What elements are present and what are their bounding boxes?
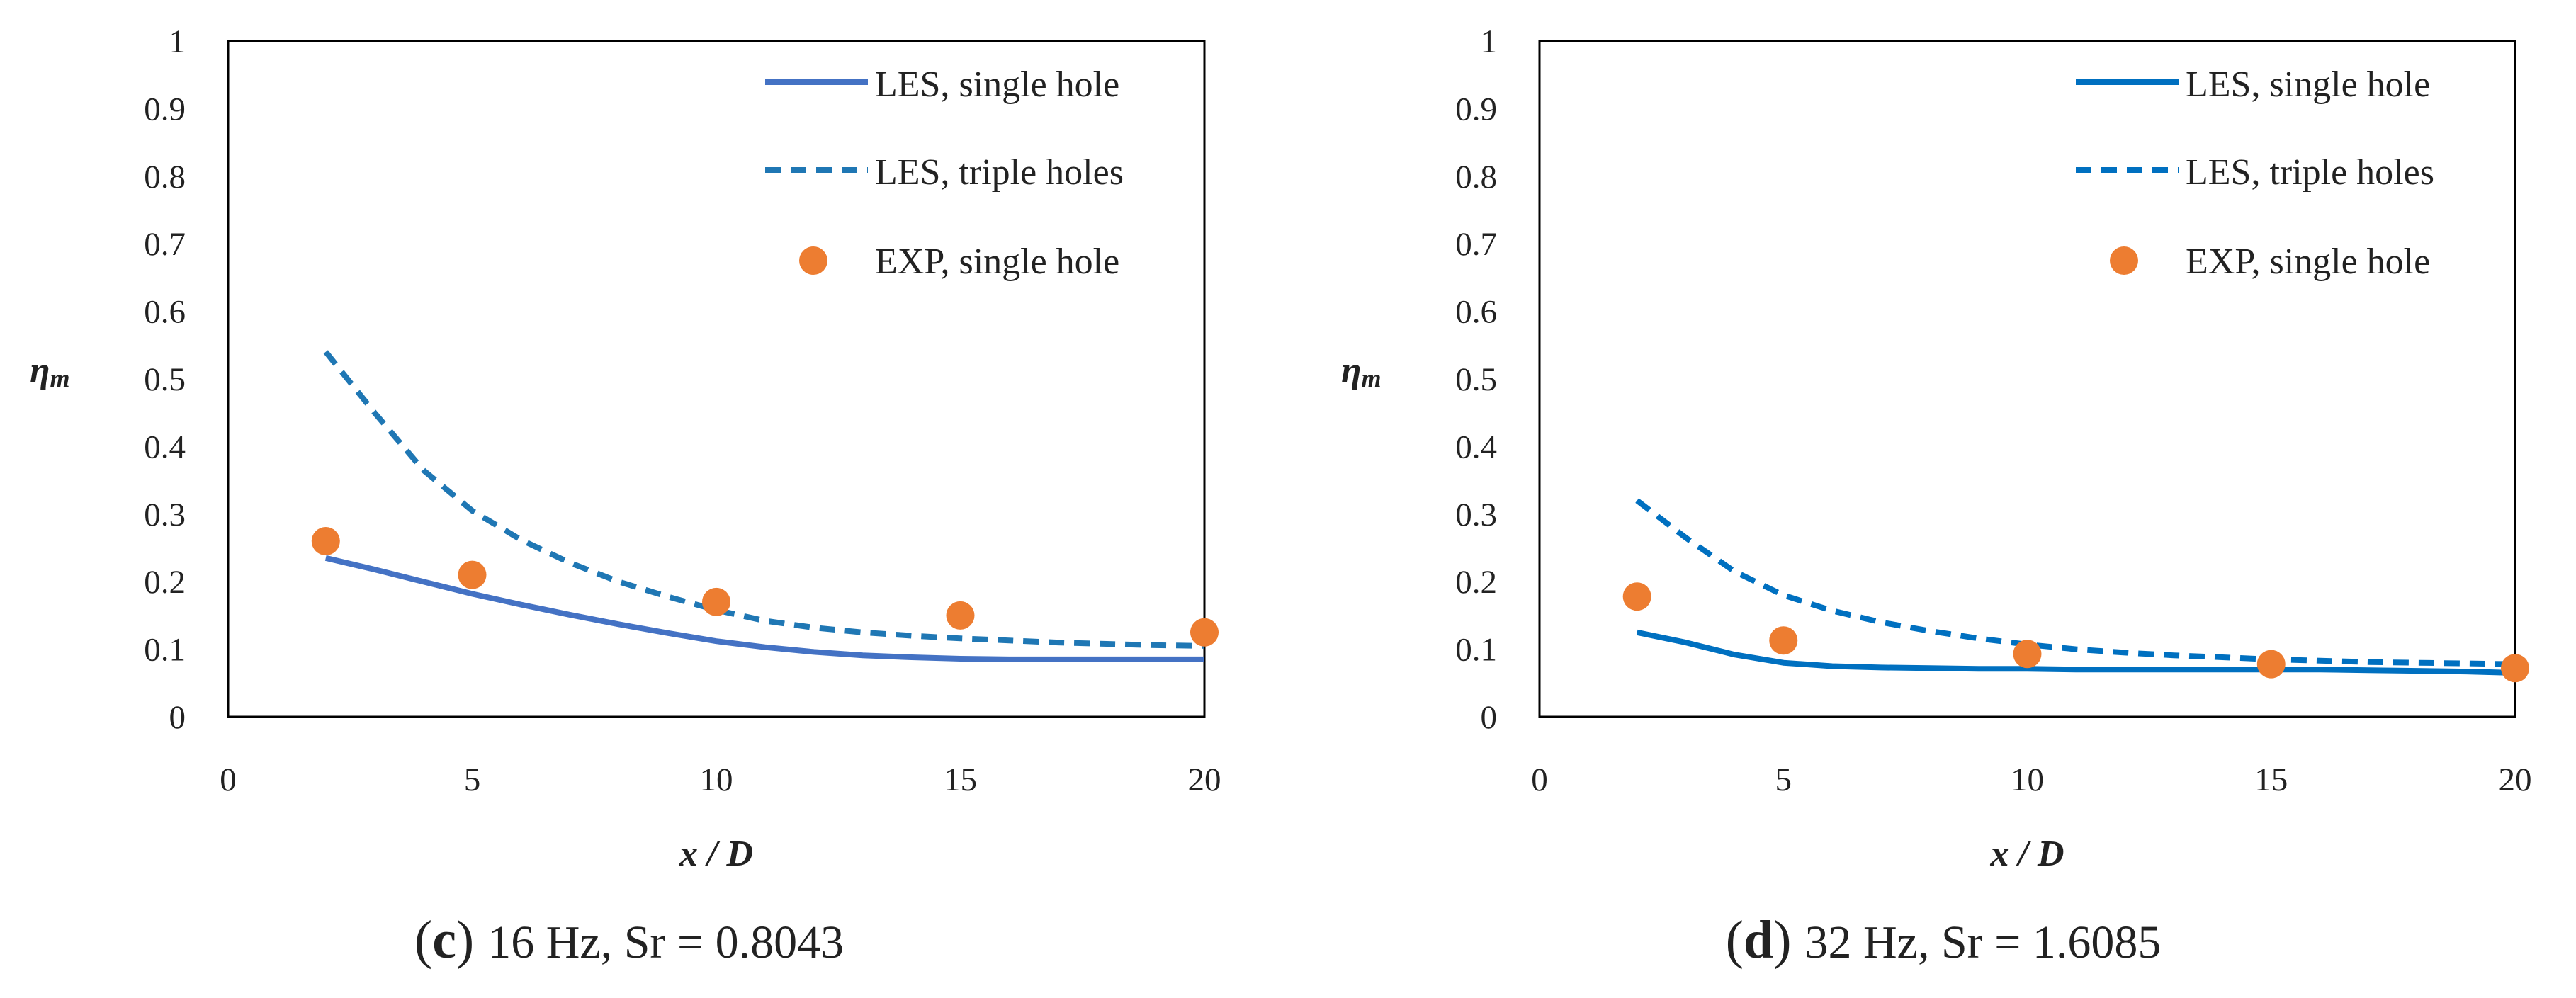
x-tick-label: 5 — [1775, 761, 1792, 798]
y-tick-label: 0.8 — [144, 159, 186, 195]
y-tick-label: 0.3 — [1455, 497, 1497, 533]
y-axis-title-subscript: m — [50, 364, 70, 392]
exp-data-point — [311, 526, 340, 555]
y-axis-title: ηm — [30, 351, 70, 392]
y-tick-label: 0.6 — [144, 294, 186, 331]
exp-data-point — [2256, 650, 2286, 679]
triple-holes-line — [1635, 498, 2516, 667]
legend-marker — [2110, 246, 2138, 275]
exp-data-point — [2013, 640, 2042, 669]
single-hole-line — [1636, 629, 2516, 676]
y-tick-label: 0.1 — [144, 632, 186, 669]
y-tick-label: 0.4 — [144, 429, 186, 465]
y-tick-label: 0.9 — [144, 91, 186, 127]
exp-data-point — [1769, 626, 1798, 655]
x-axis-title: x / D — [679, 834, 753, 874]
x-tick-label: 15 — [2254, 761, 2288, 798]
caption-text: 16 Hz, Sr = 0.8043 — [487, 917, 844, 968]
y-tick-label: 0.7 — [1455, 226, 1497, 263]
legend-label: LES, triple holes — [875, 152, 1124, 193]
legend-label: EXP, single hole — [875, 242, 1119, 282]
y-tick-label: 0 — [1481, 699, 1498, 736]
y-tick-label: 0 — [169, 699, 186, 736]
legend-marker — [799, 246, 827, 275]
y-tick-label: 0.2 — [1455, 564, 1497, 601]
caption-open-paren: ( — [1726, 910, 1744, 970]
x-tick-label: 10 — [700, 761, 733, 798]
caption-text: 32 Hz, Sr = 1.6085 — [1805, 917, 2162, 968]
exp-data-point — [2501, 654, 2529, 683]
exp-data-point — [1190, 618, 1219, 647]
legend-label: LES, single hole — [875, 64, 1119, 105]
panel-caption: (d) 32 Hz, Sr = 1.6085 — [1726, 910, 2162, 970]
legend-label: EXP, single hole — [2186, 242, 2430, 282]
panel-caption: (c) 16 Hz, Sr = 0.8043 — [414, 910, 844, 970]
y-tick-label: 0.7 — [144, 226, 186, 263]
chart-panel-c: 00.10.20.30.40.50.60.70.80.910 5 10 15 20x /… — [30, 23, 1221, 970]
exp-data-point — [1622, 582, 1651, 611]
y-axis-title-symbol: η — [1341, 351, 1362, 391]
exp-data-point — [702, 587, 730, 616]
x-tick-label: 20 — [1188, 761, 1221, 798]
y-tick-label: 0.4 — [1455, 429, 1497, 465]
caption-close-paren: ) — [456, 910, 487, 970]
x-tick-label: 5 — [464, 761, 481, 798]
exp-data-point — [946, 601, 975, 630]
caption-letter: c — [432, 910, 456, 970]
y-tick-label: 0.2 — [144, 564, 186, 601]
y-axis-title: ηm — [1341, 351, 1382, 392]
y-tick-label: 0.6 — [1455, 294, 1497, 331]
legend-label: LES, single hole — [2186, 64, 2430, 105]
exp-data-point — [458, 560, 487, 589]
x-tick-label: 10 — [2011, 761, 2044, 798]
caption-letter: d — [1744, 910, 1773, 970]
y-tick-label: 0.3 — [144, 497, 186, 533]
y-tick-label: 0.5 — [1455, 361, 1497, 398]
y-axis-title-subscript: m — [1362, 364, 1382, 392]
caption-close-paren: ) — [1773, 910, 1804, 970]
triple-holes-line — [323, 350, 1205, 649]
y-tick-label: 1 — [1481, 23, 1498, 60]
chart-panel-d: 00.10.20.30.40.50.60.70.80.910 5 10 15 20x /… — [1341, 23, 2532, 970]
y-axis-title-symbol: η — [30, 351, 50, 391]
y-tick-label: 0.5 — [144, 361, 186, 398]
caption-open-paren: ( — [414, 910, 432, 970]
x-tick-label: 0 — [1531, 761, 1548, 798]
single-hole-line — [324, 555, 1204, 662]
y-tick-label: 1 — [169, 23, 186, 60]
y-tick-label: 0.9 — [1455, 91, 1497, 127]
plot-frame — [227, 40, 1206, 718]
legend-label: LES, triple holes — [2186, 152, 2434, 193]
x-axis-title: x / D — [1990, 834, 2064, 874]
plot-frame — [1538, 40, 2516, 718]
x-tick-label: 15 — [944, 761, 977, 798]
y-tick-label: 0.8 — [1455, 159, 1497, 195]
x-tick-label: 20 — [2499, 761, 2532, 798]
y-tick-label: 0.1 — [1455, 632, 1497, 669]
x-tick-label: 0 — [220, 761, 237, 798]
